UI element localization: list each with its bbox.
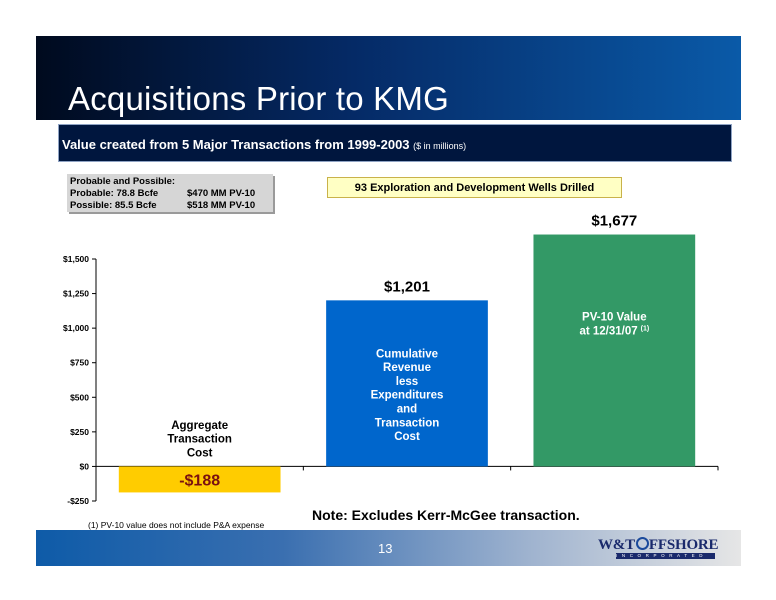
bar-label: Expenditures [371,390,444,402]
subtitle-bar [58,124,732,162]
logo-tagline: INCORPORATED [616,553,715,559]
y-tick-label: $500 [70,392,89,402]
reserves-label: Possible: 85.5 Bcfe [70,200,157,211]
bar-label: Cumulative [376,348,438,360]
reserves-value: $518 MM PV-10 [187,200,256,211]
bar-label: Transaction [375,417,440,429]
y-tick-label: $0 [80,461,90,471]
bar-label: Aggregate [171,420,228,432]
subtitle: Value created from 5 Major Transactions … [62,137,466,152]
footnote-marker: (1) [641,325,650,332]
company-logo: W&T FFSHORE INCORPORATED [598,537,719,559]
y-tick-label: $1,500 [63,254,89,264]
y-tick-label: $750 [70,358,89,368]
footnote: (1) PV-10 value does not include P&A exp… [88,520,265,530]
bar-label: Cost [394,431,420,443]
reserves-label: Probable: 78.8 Bcfe [70,188,159,199]
header-banner [36,36,741,120]
data-label: $1,201 [384,278,430,295]
bar-label: less [396,376,418,388]
y-tick-label: $1,000 [63,323,89,333]
y-tick-label: -$250 [67,496,89,506]
bar-0 [118,466,281,493]
bar-1 [326,300,488,467]
bar-label: at 12/31/07 (1) [579,325,649,337]
data-label: $1,677 [591,213,637,230]
y-tick-label: $250 [70,427,89,437]
page-number: 13 [378,541,393,556]
bar-2 [533,234,696,467]
bar-label: Transaction [167,434,232,446]
bar-label: PV-10 Value [582,312,647,324]
reserves-box: Probable and Possible: Probable: 78.8 Bc… [67,174,273,212]
exclusion-note: Note: Excludes Kerr-McGee transaction. [312,507,580,523]
y-tick-label: $1,250 [63,289,89,299]
logo-wordmark: W&T FFSHORE [598,537,719,553]
bar-label: and [397,404,417,416]
subtitle-unit: ($ in millions) [413,141,467,151]
slide-title: Acquisitions Prior to KMG [68,80,449,117]
data-label: -$188 [179,472,220,489]
footer-bar [36,530,741,566]
reserves-heading: Probable and Possible: [70,176,176,187]
bar-label: Revenue [383,362,431,374]
wells-callout: 93 Exploration and Development Wells Dri… [327,177,622,198]
bar-label: Cost [187,447,213,459]
reserves-value: $470 MM PV-10 [187,188,256,199]
globe-o-icon [635,537,649,550]
subtitle-main: Value created from 5 Major Transactions … [62,137,410,152]
